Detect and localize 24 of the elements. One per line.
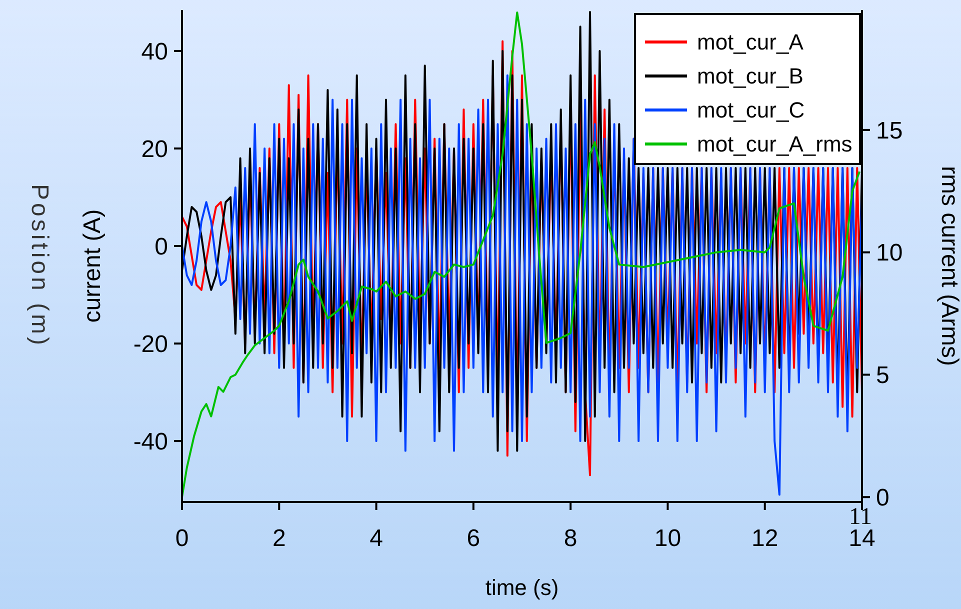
y-tick-label: 40 (141, 38, 168, 66)
x-tick-label: 4 (370, 525, 383, 552)
text: Position (m) (26, 184, 53, 348)
y-tick-label: -40 (133, 428, 168, 456)
y2-tick-label: 15 (876, 117, 903, 144)
x-axis-title: time (s) (485, 575, 559, 600)
y2-tick-label: 10 (876, 240, 903, 267)
y-axis-title: current (A) (79, 209, 106, 323)
x-tick-label: 0 (175, 525, 189, 552)
y2-tick-label: 0 (876, 484, 890, 512)
y-tick-label: 0 (154, 233, 168, 260)
y2-axis-title: rms current (Arms) (936, 166, 961, 366)
y-tick-label: -20 (133, 330, 168, 358)
x-tick-label: 8 (564, 525, 578, 552)
legend-label: mot_cur_B (697, 64, 804, 89)
y-tick-label: 20 (141, 136, 168, 163)
x-tick-label: 12 (752, 525, 778, 552)
x-tick-label: 10 (654, 525, 682, 552)
legend-label: mot_cur_C (697, 98, 805, 123)
legend-label: mot_cur_A (697, 30, 804, 55)
x-tick-label: 2 (272, 525, 286, 552)
legend-label: mot_cur_A_rms (697, 132, 852, 157)
y2-tick-label: 5 (876, 362, 890, 390)
x-tick-label: 6 (466, 525, 480, 552)
